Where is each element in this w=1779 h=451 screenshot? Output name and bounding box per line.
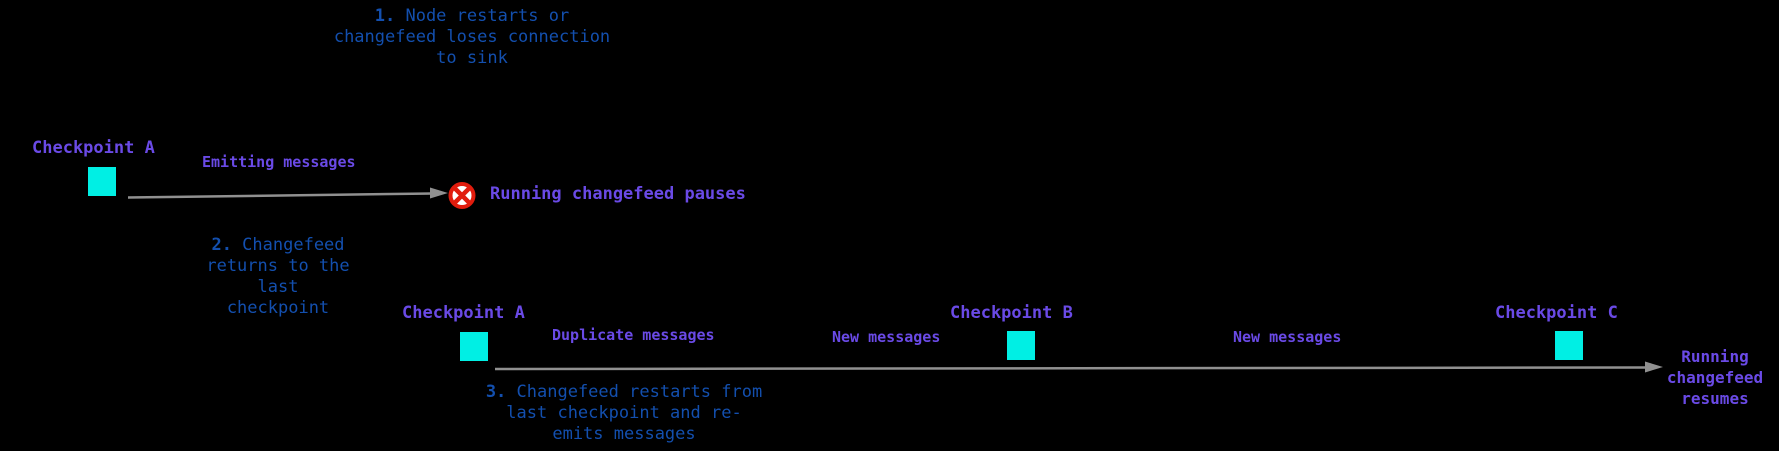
checkpoint-c-label: Checkpoint C: [1495, 303, 1618, 323]
step2-note: 2. Changefeed returns to the last checkp…: [206, 235, 349, 319]
duplicate-messages-label: Duplicate messages: [552, 326, 715, 344]
step1-note: 1. Node restarts or changefeed loses con…: [334, 6, 610, 69]
step3-text: Changefeed restarts from last checkpoint…: [506, 382, 763, 444]
pause-icon: [448, 182, 476, 209]
resume-label: Running changefeed resumes: [1666, 347, 1764, 408]
step2-number: 2.: [211, 235, 232, 255]
step1-text: Node restarts or changefeed loses connec…: [333, 6, 611, 68]
checkpoint-a-marker-2: [460, 332, 488, 361]
checkpoint-b-label: Checkpoint B: [950, 303, 1073, 323]
new-messages-label-2: New messages: [1233, 328, 1342, 346]
step3-note: 3. Changefeed restarts from last checkpo…: [486, 382, 762, 445]
step1-number: 1.: [374, 6, 396, 26]
pause-label: Running changefeed pauses: [490, 184, 746, 204]
checkpoint-a-label-2: Checkpoint A: [402, 303, 525, 323]
new-messages-label-1: New messages: [832, 328, 941, 346]
step2-text: Changefeed returns to the last checkpoin…: [206, 235, 350, 318]
checkpoint-a-marker-1: [88, 167, 116, 196]
checkpoint-c-marker: [1555, 331, 1583, 360]
emitting-messages-label: Emitting messages: [202, 153, 356, 171]
checkpoint-b-marker: [1007, 331, 1035, 360]
emitting-arrow: [127, 187, 448, 199]
checkpoint-a-label-1: Checkpoint A: [32, 138, 155, 158]
step3-number: 3.: [485, 382, 507, 402]
resume-timeline-arrow: [494, 361, 1663, 373]
